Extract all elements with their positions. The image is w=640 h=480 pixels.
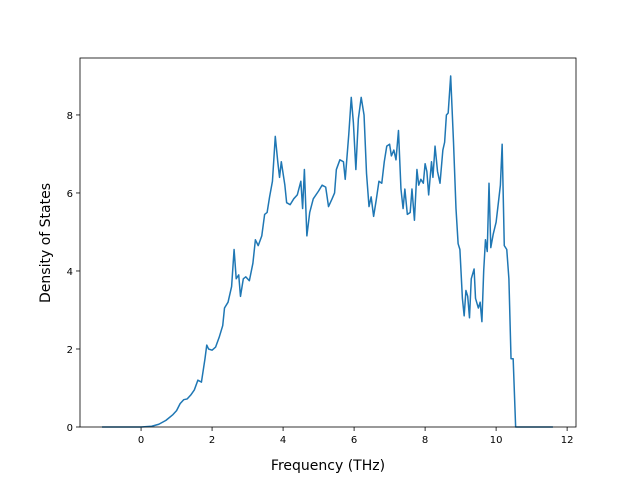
x-tick-label: 2: [209, 435, 215, 446]
y-axis-label: Density of States: [38, 183, 54, 303]
plot-frame: [79, 57, 577, 428]
data-line: [102, 75, 553, 428]
y-tick-label: 0: [67, 423, 73, 434]
y-tick-label: 6: [67, 189, 73, 200]
x-tick-label: 4: [280, 435, 286, 446]
y-tick-label: 8: [67, 111, 73, 122]
y-tick-label: 2: [67, 345, 73, 356]
x-tick-label: 6: [351, 435, 357, 446]
y-tick-label: 4: [67, 267, 73, 278]
x-tick-label: 8: [422, 435, 428, 446]
x-tick-label: 0: [138, 435, 144, 446]
x-tick-label: 12: [561, 435, 574, 446]
x-axis-label: Frequency (THz): [271, 458, 385, 474]
x-tick-label: 10: [490, 435, 503, 446]
